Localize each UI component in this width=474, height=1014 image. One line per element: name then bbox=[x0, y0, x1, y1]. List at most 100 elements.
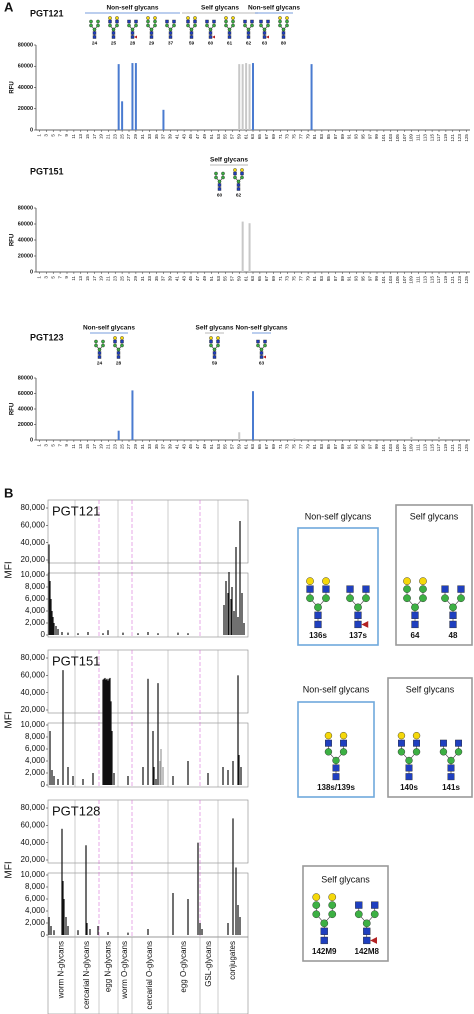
glycan-square bbox=[189, 31, 194, 35]
x-tick-label: 71 bbox=[278, 276, 283, 282]
bar bbox=[235, 547, 237, 635]
x-tick-label: 31 bbox=[140, 134, 145, 140]
glycan-square bbox=[92, 31, 97, 35]
glycan-square bbox=[256, 339, 260, 344]
glycan-square bbox=[457, 585, 465, 593]
x-tick-label: 105 bbox=[395, 276, 400, 284]
glycan-circle bbox=[439, 748, 448, 756]
x-tick-label: 103 bbox=[388, 134, 393, 142]
y-tick-label: 0 bbox=[30, 437, 33, 443]
x-tick-label: 75 bbox=[292, 134, 297, 140]
glycan-box-title: Non-self glycans bbox=[305, 511, 372, 521]
glycan-square bbox=[259, 19, 263, 24]
y-tick-label: 60000 bbox=[18, 64, 33, 70]
bar bbox=[152, 731, 154, 785]
glycan-square bbox=[405, 773, 413, 781]
x-tick-label: 113 bbox=[422, 134, 427, 142]
x-tick-label: 5 bbox=[50, 134, 55, 137]
y-tick-label: 20000 bbox=[18, 253, 33, 259]
glycan-id: 61 bbox=[227, 40, 233, 46]
glycan-circle bbox=[209, 343, 213, 348]
x-tick-label: 55 bbox=[223, 444, 228, 450]
glycan-circle bbox=[412, 731, 421, 740]
glycan-square bbox=[346, 585, 354, 593]
glycan-circle bbox=[314, 603, 322, 612]
x-tick-label: 107 bbox=[402, 444, 407, 452]
glycan-circle bbox=[208, 27, 213, 32]
x-tick-label: 17 bbox=[92, 134, 97, 140]
glycan-id: 140s bbox=[400, 783, 418, 792]
y-tick-label: 2,000 bbox=[25, 768, 46, 777]
category-frame bbox=[47, 936, 249, 1014]
glycan-icon bbox=[233, 168, 244, 191]
glycan-id: 29 bbox=[149, 40, 155, 46]
bar bbox=[160, 749, 162, 785]
bar bbox=[142, 767, 144, 785]
glycan-circle bbox=[324, 731, 333, 740]
x-tick-label: 29 bbox=[133, 134, 138, 140]
glycan-icon bbox=[403, 577, 427, 629]
category-label: conjugates bbox=[228, 941, 237, 980]
bar bbox=[228, 572, 230, 635]
x-tick-label: 99 bbox=[374, 444, 379, 450]
x-tick-label: 25 bbox=[119, 134, 124, 140]
x-tick-label: 37 bbox=[161, 276, 166, 282]
glycan-square bbox=[447, 773, 455, 781]
bar bbox=[62, 881, 64, 935]
x-tick-label: 51 bbox=[209, 276, 214, 282]
glycan-id: 24 bbox=[92, 40, 98, 46]
glycan-square bbox=[149, 35, 154, 39]
chart-title: PGT151 bbox=[30, 166, 64, 176]
bar bbox=[127, 776, 129, 785]
bar bbox=[227, 593, 229, 635]
y-tick-label: 20000 bbox=[18, 106, 33, 112]
bar bbox=[438, 436, 440, 440]
glycan-square bbox=[149, 31, 154, 35]
glycan-circle bbox=[250, 23, 254, 28]
glycan-square bbox=[354, 611, 362, 619]
bar bbox=[61, 632, 63, 635]
glycan-square bbox=[116, 355, 121, 359]
bar bbox=[63, 899, 65, 935]
x-tick-label: 17 bbox=[92, 276, 97, 282]
glycan-square bbox=[413, 739, 421, 747]
x-tick-label: 61 bbox=[243, 134, 248, 140]
x-tick-label: 27 bbox=[126, 276, 131, 282]
glycan-circle bbox=[306, 594, 314, 603]
bar bbox=[235, 867, 237, 935]
chart-title: PGT121 bbox=[30, 8, 64, 18]
glycan-square bbox=[363, 927, 371, 935]
bar bbox=[237, 905, 239, 935]
bar bbox=[231, 587, 233, 635]
x-tick-label: 45 bbox=[188, 444, 193, 450]
glycan-square bbox=[236, 183, 241, 187]
bar bbox=[225, 581, 227, 635]
x-tick-label: 49 bbox=[202, 276, 207, 282]
glycan-square bbox=[281, 31, 286, 35]
bar bbox=[233, 611, 235, 635]
y-tick-label: 6,000 bbox=[25, 744, 46, 753]
bar bbox=[187, 761, 189, 785]
glycan-circle bbox=[221, 171, 225, 176]
glycan-square bbox=[236, 187, 241, 191]
glycan-square bbox=[193, 19, 197, 24]
y-tick-label: 40,000 bbox=[21, 538, 46, 547]
glycan-circle bbox=[397, 748, 406, 756]
x-tick-label: 87 bbox=[333, 444, 338, 450]
glycan-square bbox=[246, 31, 251, 35]
group-label: Non-self glycans bbox=[235, 325, 287, 332]
x-tick-label: 51 bbox=[209, 134, 214, 140]
glycan-circle bbox=[263, 343, 267, 348]
category-label: egg O-glycans bbox=[179, 941, 188, 993]
x-tick-label: 25 bbox=[119, 444, 124, 450]
x-tick-label: 19 bbox=[99, 276, 104, 282]
x-tick-label: 63 bbox=[250, 134, 255, 140]
glycan-square bbox=[240, 171, 244, 176]
glycan-id: 28 bbox=[116, 360, 122, 366]
glycan-square bbox=[111, 31, 116, 35]
bar bbox=[103, 678, 105, 785]
bar bbox=[237, 675, 239, 785]
category-label: GSL-glycans bbox=[204, 941, 213, 987]
glycan-circle bbox=[89, 19, 93, 24]
bar bbox=[137, 633, 139, 635]
